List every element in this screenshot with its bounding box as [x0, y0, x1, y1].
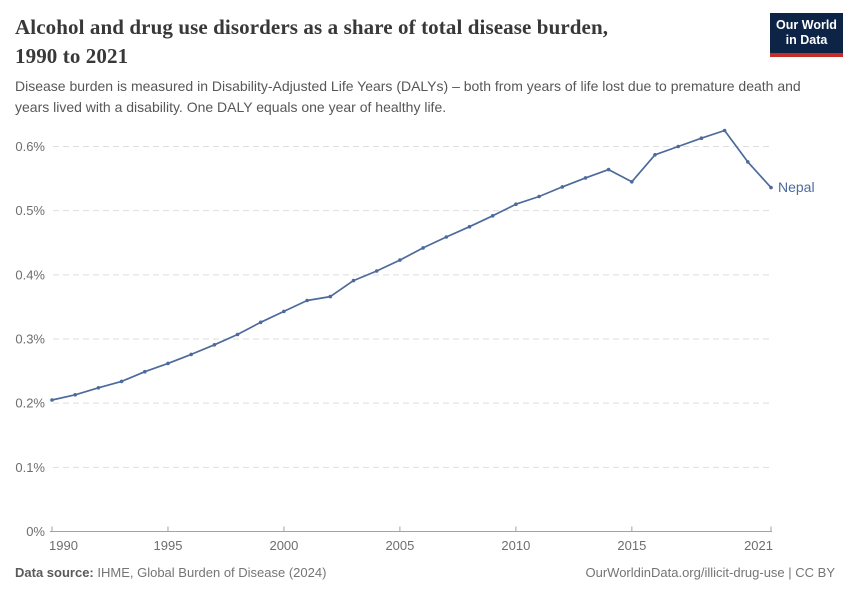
y-tick-label-0.6%: 0.6%	[15, 139, 45, 154]
page-title-line-1: Alcohol and drug use disorders as a shar…	[15, 15, 609, 39]
data-point-1991[interactable]	[73, 393, 77, 397]
data-point-1994[interactable]	[143, 369, 147, 374]
y-tick-label-0.5%: 0.5%	[15, 203, 45, 218]
nepal-line-series[interactable]	[51, 129, 772, 401]
data-point-2008[interactable]	[467, 224, 472, 229]
data-point-2019[interactable]	[722, 128, 727, 133]
data-point-2020[interactable]	[746, 160, 750, 164]
data-point-2000[interactable]	[282, 309, 286, 314]
x-tick-label-2010: 2010	[501, 538, 530, 553]
data-point-2016[interactable]	[653, 153, 657, 157]
data-point-2003[interactable]	[351, 278, 356, 283]
y-tick-label-0.3%: 0.3%	[15, 332, 45, 347]
x-tick-label-1995: 1995	[154, 538, 183, 553]
data-point-2006[interactable]	[421, 246, 425, 250]
data-source: Data source: IHME, Global Burden of Dise…	[15, 565, 326, 580]
owid-logo[interactable]: Our World in Data	[770, 13, 843, 57]
data-point-1996[interactable]	[189, 352, 193, 357]
data-point-2015[interactable]	[630, 180, 634, 184]
data-point-2002[interactable]	[328, 294, 333, 299]
license-link[interactable]: OurWorldinData.org/illicit-drug-use | CC…	[585, 565, 836, 580]
data-point-2012[interactable]	[560, 185, 565, 189]
chart-footer: Data source: IHME, Global Burden of Dise…	[15, 565, 835, 580]
data-source-label: Data source:	[15, 565, 94, 580]
page-title: Alcohol and drug use disorders as a shar…	[15, 13, 755, 71]
data-source-value: IHME, Global Burden of Disease (2024)	[97, 565, 327, 580]
data-point-2013[interactable]	[583, 176, 588, 180]
data-point-1998[interactable]	[235, 332, 240, 337]
data-point-2001[interactable]	[305, 298, 309, 303]
y-tick-label-0.4%: 0.4%	[15, 267, 45, 282]
data-point-1992[interactable]	[96, 386, 101, 390]
data-point-2009[interactable]	[490, 214, 495, 218]
x-tick-label-2021: 2021	[744, 538, 773, 553]
y-tick-label-0.1%: 0.1%	[15, 460, 45, 475]
data-point-2014[interactable]	[606, 167, 611, 172]
data-point-2004[interactable]	[374, 269, 379, 273]
data-point-2021[interactable]	[769, 185, 773, 190]
x-tick-label-2000: 2000	[269, 538, 298, 553]
data-point-1995[interactable]	[166, 361, 170, 366]
owid-logo-line-2: in Data	[785, 33, 828, 47]
data-point-2011[interactable]	[537, 194, 541, 199]
y-tick-label-0%: 0%	[26, 524, 45, 539]
data-point-2005[interactable]	[398, 258, 402, 262]
data-point-2018[interactable]	[699, 136, 704, 140]
data-point-1990[interactable]	[50, 398, 54, 402]
series-end-label[interactable]: Nepal	[778, 179, 815, 195]
data-point-1993[interactable]	[119, 379, 124, 384]
y-tick-label-0.2%: 0.2%	[15, 396, 45, 411]
data-point-2010[interactable]	[514, 202, 518, 206]
data-point-2007[interactable]	[444, 235, 449, 239]
x-tick-label-2005: 2005	[385, 538, 414, 553]
chart-subtitle: Disease burden is measured in Disability…	[15, 78, 801, 115]
x-tick-label-2015: 2015	[617, 538, 646, 553]
data-point-1999[interactable]	[258, 320, 263, 325]
data-point-2017[interactable]	[676, 144, 680, 149]
x-tick-label-1990: 1990	[49, 538, 78, 553]
owid-logo-line-1: Our World	[776, 18, 837, 32]
data-point-1997[interactable]	[212, 343, 217, 347]
page-title-line-2: 1990 to 2021	[15, 44, 129, 68]
